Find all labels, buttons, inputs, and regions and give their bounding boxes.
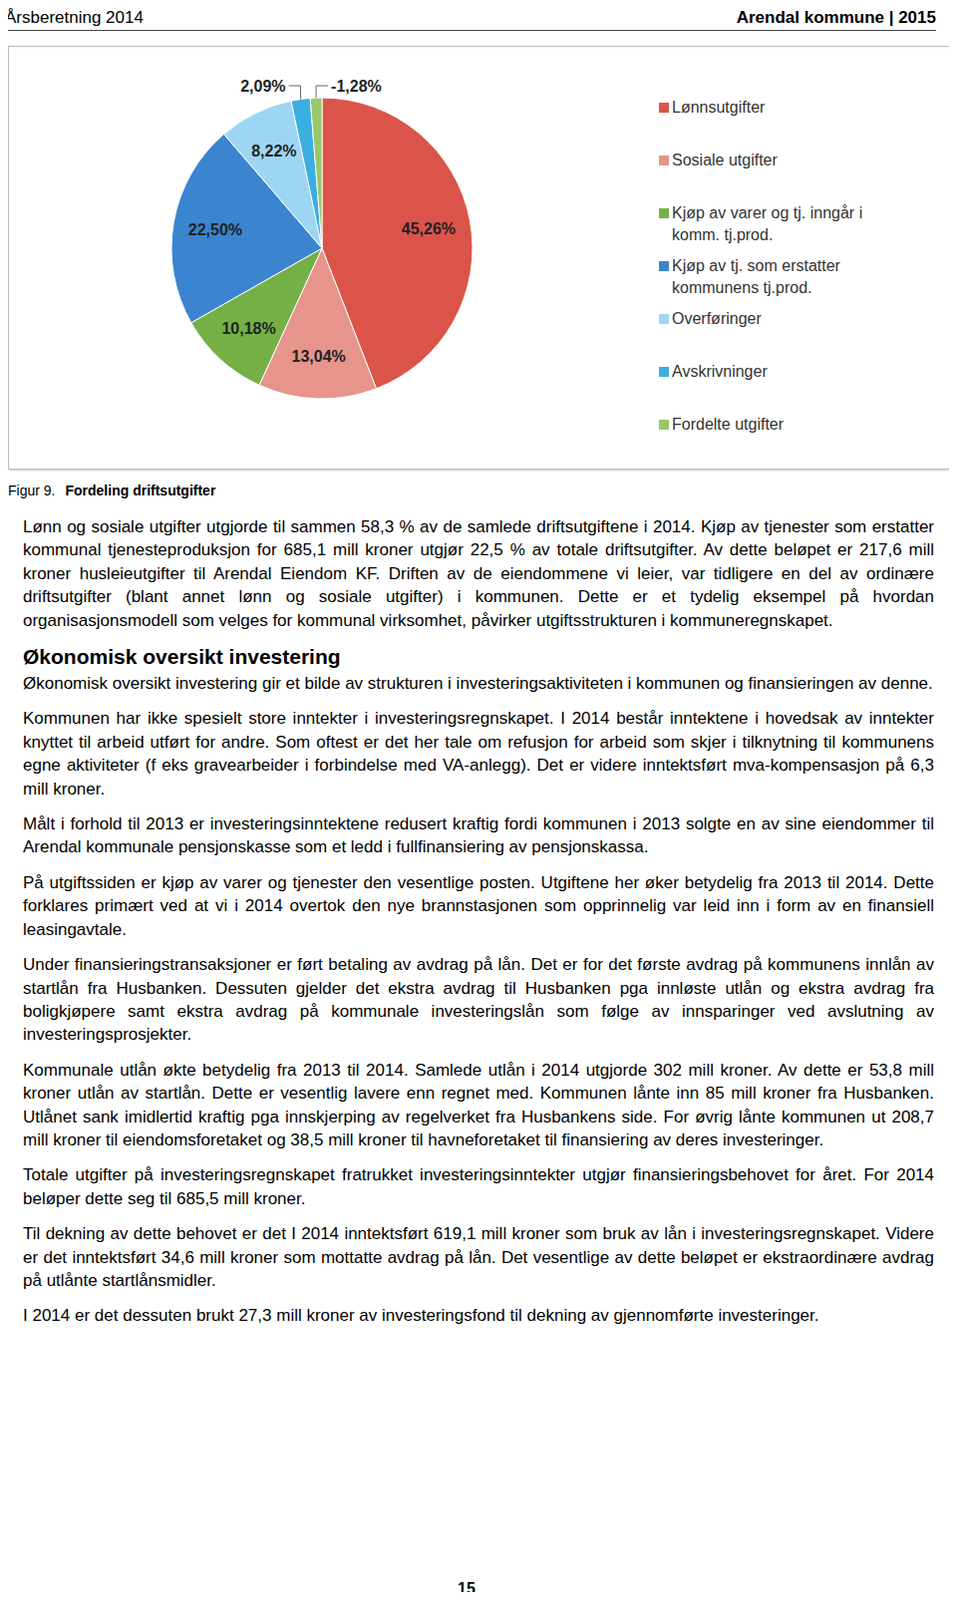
svg-text:45,26%: 45,26%: [401, 220, 456, 238]
html-text:På utgiftssiden er kjøp av var: På utgiftssiden er kjøp av varer og tjen…: [22, 873, 935, 939]
html-text:Til dekning av dette behovet e: Til dekning av dette behovet er det I 20…: [22, 1224, 935, 1290]
svg-text:-1,28%: -1,28%: [330, 77, 382, 95]
html-text:Arendal kommune | 2015: Arendal kommune | 2015: [736, 7, 937, 27]
svg-text:10,18%: 10,18%: [221, 319, 276, 337]
html-text:Kjøp av varer og tj. inngår i: Kjøp av varer og tj. inngår i komm. tj.p…: [671, 204, 863, 244]
html-text:Økonomisk oversikt investering: Økonomisk oversikt investering gir et bi…: [22, 673, 933, 693]
html-text:Kommunale utlån økte betydelig: Kommunale utlån økte betydelig fra 2013 …: [22, 1060, 935, 1150]
svg-text:2,09%: 2,09%: [240, 77, 286, 95]
html-text:Totale utgifter på investering: Totale utgifter på investeringsregnskape…: [22, 1165, 935, 1209]
html-text:Målt i forhold til 2013 er inv: Målt i forhold til 2013 er investeringsi…: [22, 814, 935, 857]
svg-text:8,22%: 8,22%: [251, 142, 297, 160]
html-text:Fordeling driftsutgifter: Fordeling driftsutgifter: [65, 482, 216, 499]
svg-text:13,04%: 13,04%: [292, 347, 346, 365]
html-text:Overføringer: Overføringer: [671, 310, 762, 327]
svg-text:22,50%: 22,50%: [188, 221, 243, 239]
html-text:Lønnsutgifter: Lønnsutgifter: [671, 98, 766, 116]
html-text:Sosiale utgifter: Sosiale utgifter: [671, 151, 778, 169]
html-text:Fordelte utgifter: Fordelte utgifter: [671, 415, 784, 433]
html-text:Kommunen har ikke spesielt sto: Kommunen har ikke spesielt store inntekt…: [22, 709, 935, 799]
html-text:15: 15: [457, 1580, 476, 1597]
html-text:Avskrivninger: Avskrivninger: [671, 362, 768, 380]
html-text:I 2014 er det dessuten brukt 2: I 2014 er det dessuten brukt 27,3 mill k…: [22, 1306, 819, 1326]
html-text:Under finansieringstransaksjon: Under finansieringstransaksjoner er ført…: [22, 955, 935, 1045]
html-text:Kjøp av tj. som erstatter komm: Kjøp av tj. som erstatter kommunens tj.p…: [671, 257, 841, 297]
html-text:Årsberetning 2014: Årsberetning 2014: [4, 7, 144, 27]
html-text:Økonomisk oversikt investering: Økonomisk oversikt investering: [22, 644, 341, 668]
html-text:Figur 9.: Figur 9.: [7, 482, 56, 499]
html-text:Lønn og sosiale utgifter utgjo: Lønn og sosiale utgifter utgjorde til sa…: [22, 517, 935, 630]
